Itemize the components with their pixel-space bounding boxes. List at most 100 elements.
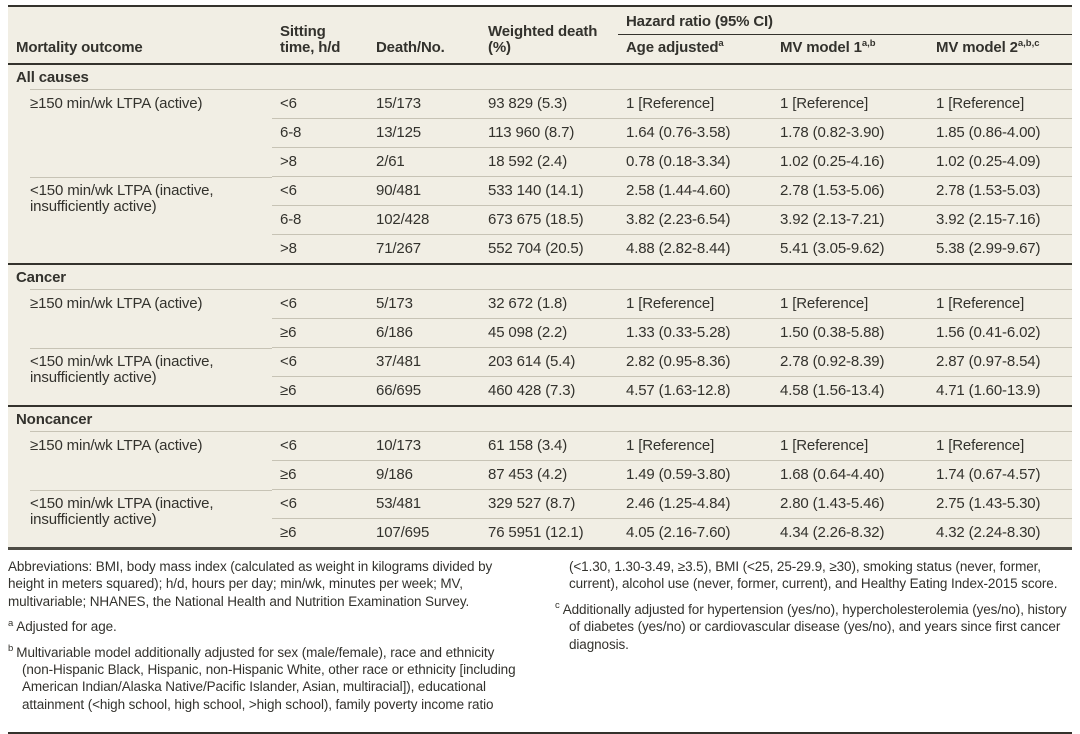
sitting-time-cell: <6 xyxy=(272,347,368,377)
age-adjusted-hr-cell: 1 [Reference] xyxy=(626,437,715,454)
mv-model-1-hr-cell: 1 [Reference] xyxy=(780,95,869,112)
mv-model-2-hr-cell: 4.71 (1.60-13.9) xyxy=(928,376,1072,406)
sitting-time-cell: ≥6 xyxy=(272,376,368,406)
mv-model-2-hr-cell: 2.75 (1.43-5.30) xyxy=(928,489,1072,519)
sitting-time-cell: <6 xyxy=(280,95,297,112)
death-no-cell: 90/481 xyxy=(368,176,480,206)
death-no-cell: 2/61 xyxy=(368,147,480,177)
col-header-weighted-death: Weighted death (%) xyxy=(480,6,618,65)
sitting-time-cell: >8 xyxy=(272,234,368,264)
mv-model-2-hr-cell: 4.32 (2.24-8.30) xyxy=(928,518,1072,549)
table-row: >8 71/267 552 704 (20.5) 4.88 (2.82-8.44) 5.… xyxy=(8,234,1072,264)
footnote-c: c Additionally adjusted for hypertension … xyxy=(555,601,1072,653)
weighted-death-cell: 203 614 (5.4) xyxy=(480,347,618,377)
age-adjusted-hr-cell: 2.82 (0.95-8.36) xyxy=(618,347,772,377)
table-row: ≥6 9/186 87 453 (4.2) 1.49 (0.59-3.80) 1.68 … xyxy=(8,460,1072,490)
mv-model-1-hr-cell: 4.34 (2.26-8.32) xyxy=(772,518,928,549)
table-row: >8 2/61 18 592 (2.4) 0.78 (0.18-3.34) 1.02 (… xyxy=(8,147,1072,177)
header-row-1: Mortality outcome Sitting time, h/d Deat… xyxy=(8,6,1072,65)
death-no-cell: 66/695 xyxy=(368,376,480,406)
weighted-death-cell: 45 098 (2.2) xyxy=(480,318,618,348)
weighted-death-cell: 552 704 (20.5) xyxy=(480,234,618,264)
age-adjusted-hr-cell: 4.57 (1.63-12.8) xyxy=(618,376,772,406)
footnote-b-text: Multivariable model additionally adjuste… xyxy=(16,559,1058,712)
header-row-2: Age adjusteda MV model 1a,b MV model 2a,… xyxy=(8,34,1072,65)
mv-model-1-hr-cell: 1 [Reference] xyxy=(780,295,869,312)
mv-model-1-hr-cell: 1.02 (0.25-4.16) xyxy=(772,147,928,177)
table-header: Mortality outcome Sitting time, h/d Deat… xyxy=(8,6,1072,65)
sitting-time-cell: 6-8 xyxy=(272,205,368,235)
outcome-label: ≥150 min/wk LTPA (active) xyxy=(30,437,203,454)
col-header-hazard-ratio-group: Hazard ratio (95% CI) xyxy=(618,6,1072,35)
mv-model-1-hr-cell: 1 [Reference] xyxy=(780,437,869,454)
mv-model-1-footnote-marks: a,b xyxy=(861,38,876,49)
mv-model-2-hr-cell: 1.85 (0.86-4.00) xyxy=(928,118,1072,148)
mv-model-2-footnote-marks: a,b,c xyxy=(1017,38,1040,49)
age-adjusted-hr-cell: 2.58 (1.44-4.60) xyxy=(618,176,772,206)
outcome-label: <150 min/wk LTPA (inactive, insufficient… xyxy=(8,489,272,549)
table-row: ≥150 min/wk LTPA (active) <6 10/173 61 158 … xyxy=(8,432,1072,461)
mv-model-1-hr-cell: 5.41 (3.05-9.62) xyxy=(772,234,928,264)
death-no-cell: 37/481 xyxy=(368,347,480,377)
sitting-time-cell: <6 xyxy=(272,176,368,206)
mv-model-2-hr-cell: 1.74 (0.67-4.57) xyxy=(928,460,1072,490)
table-row: 6-8 102/428 673 675 (18.5) 3.82 (2.23-6.54)… xyxy=(8,205,1072,235)
outcome-label: <150 min/wk LTPA (inactive, insufficient… xyxy=(8,347,272,406)
death-no-cell: 107/695 xyxy=(368,518,480,549)
death-no-cell: 15/173 xyxy=(376,95,421,112)
weighted-death-cell: 533 140 (14.1) xyxy=(480,176,618,206)
age-adjusted-hr-cell: 3.82 (2.23-6.54) xyxy=(618,205,772,235)
outcome-label: ≥150 min/wk LTPA (active) xyxy=(30,295,203,312)
age-adjusted-label: Age adjusted xyxy=(626,39,719,56)
abbreviations-note: Abbreviations: BMI, body mass index (cal… xyxy=(8,559,493,609)
section-title: Noncancer xyxy=(8,405,1072,432)
section-title: All causes xyxy=(8,64,1072,90)
death-no-cell: 71/267 xyxy=(368,234,480,264)
age-adjusted-hr-cell: 2.46 (1.25-4.84) xyxy=(618,489,772,519)
sitting-time-cell: ≥6 xyxy=(272,518,368,549)
sitting-time-cell: 6-8 xyxy=(272,118,368,148)
table-row: ≥150 min/wk LTPA (active) <6 15/173 93 829 … xyxy=(8,90,1072,119)
footnote-a-marker: a xyxy=(8,617,14,629)
table-body: All causes ≥150 min/wk LTPA (active) <6 15/… xyxy=(8,64,1072,549)
mv-model-1-hr-cell: 2.78 (1.53-5.06) xyxy=(772,176,928,206)
death-no-cell: 13/125 xyxy=(368,118,480,148)
col-header-mv-model-1: MV model 1a,b xyxy=(772,34,928,65)
mv-model-1-hr-cell: 3.92 (2.13-7.21) xyxy=(772,205,928,235)
mv-model-1-hr-cell: 1.68 (0.64-4.40) xyxy=(772,460,928,490)
weighted-death-cell: 329 527 (8.7) xyxy=(480,489,618,519)
weighted-death-cell: 18 592 (2.4) xyxy=(480,147,618,177)
table-row: <150 min/wk LTPA (inactive, insufficient… xyxy=(8,489,1072,549)
death-no-cell: 10/173 xyxy=(376,437,421,454)
age-adjusted-hr-cell: 4.05 (2.16-7.60) xyxy=(618,518,772,549)
section-header-row: Noncancer xyxy=(8,405,1072,432)
death-no-cell: 102/428 xyxy=(368,205,480,235)
footnote-a-text: Adjusted for age. xyxy=(16,619,117,635)
footnote-c-marker: c xyxy=(555,600,560,612)
footnote-a: a Adjusted for age. xyxy=(8,618,525,635)
age-adjusted-hr-cell: 4.88 (2.82-8.44) xyxy=(618,234,772,264)
col-header-age-adjusted: Age adjusteda xyxy=(618,34,772,65)
table-row: ≥6 6/186 45 098 (2.2) 1.33 (0.33-5.28) 1.50 … xyxy=(8,318,1072,348)
weighted-death-cell: 460 428 (7.3) xyxy=(480,376,618,406)
weighted-death-cell: 93 829 (5.3) xyxy=(488,95,568,112)
death-no-cell: 6/186 xyxy=(368,318,480,348)
table-row: ≥150 min/wk LTPA (active) <6 5/173 32 672 (… xyxy=(8,290,1072,319)
sitting-time-cell: ≥6 xyxy=(272,318,368,348)
age-adjusted-hr-cell: 1 [Reference] xyxy=(626,295,715,312)
section-title: Cancer xyxy=(8,263,1072,290)
sitting-time-cell: <6 xyxy=(280,437,297,454)
mv-model-2-hr-cell: 5.38 (2.99-9.67) xyxy=(928,234,1072,264)
table-row: <150 min/wk LTPA (inactive, insufficient… xyxy=(8,176,1072,264)
age-adjusted-hr-cell: 0.78 (0.18-3.34) xyxy=(618,147,772,177)
footnote-c-text: Additionally adjusted for hypertension (… xyxy=(562,601,1067,652)
mv-model-2-hr-cell: 1 [Reference] xyxy=(936,295,1025,312)
weighted-death-cell: 76 5951 (12.1) xyxy=(480,518,618,549)
table-row: ≥6 66/695 460 428 (7.3) 4.57 (1.63-12.8) 4.5… xyxy=(8,376,1072,406)
weighted-death-cell: 113 960 (8.7) xyxy=(480,118,618,148)
age-adjusted-hr-cell: 1.49 (0.59-3.80) xyxy=(618,460,772,490)
outcome-label: ≥150 min/wk LTPA (active) xyxy=(30,95,203,112)
mv-model-2-hr-cell: 3.92 (2.15-7.16) xyxy=(928,205,1072,235)
section-header-row: Cancer xyxy=(8,263,1072,290)
